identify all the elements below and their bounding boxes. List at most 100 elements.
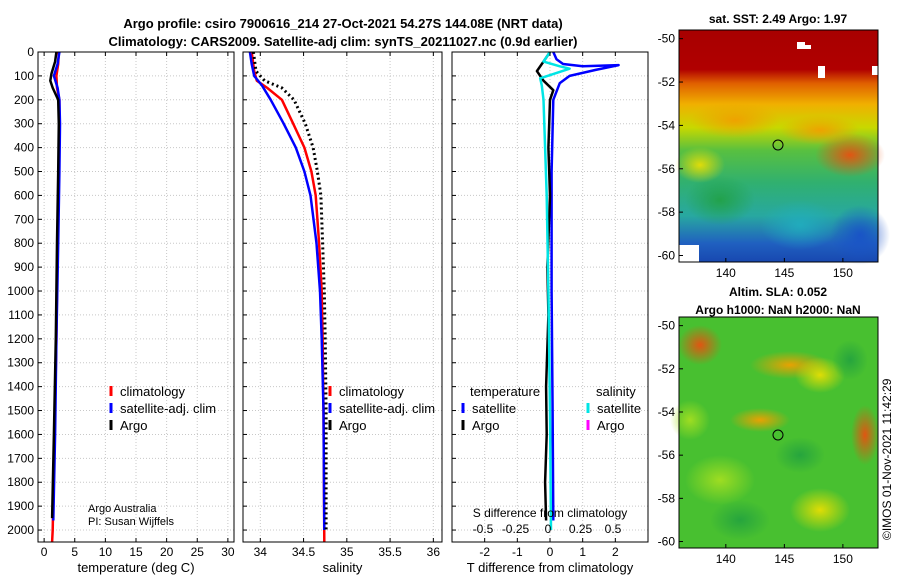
y-tick-label: 1700 — [7, 451, 34, 465]
x-tick-label: -1 — [512, 545, 523, 559]
sst-map-image — [675, 30, 890, 265]
plot-frame — [242, 51, 443, 543]
y-tick-label: 800 — [14, 236, 34, 250]
sla-map-axes: 140 145 150 -50 -52 -54 -56 -58 -60 — [658, 319, 854, 566]
legend-label: climatology — [339, 384, 405, 399]
legend-label: satellite — [597, 401, 641, 416]
credit-line2: PI: Susan Wijffels — [88, 516, 174, 528]
map-y-tick-label: -54 — [658, 405, 676, 419]
series-line-satellite — [538, 52, 571, 531]
map-x-tick-label: 150 — [833, 552, 853, 566]
legend-label: satellite-adj. clim — [120, 401, 216, 416]
y-tick-label: 300 — [14, 117, 34, 131]
watermark: ©IMOS 01-Nov-2021 11:42:29 — [880, 378, 894, 540]
x-axis-label: T difference from climatology — [467, 560, 634, 575]
x-tick-label: 34.5 — [292, 545, 316, 559]
s-diff-tick-label: -0.5 — [473, 522, 494, 536]
grid — [243, 51, 442, 542]
legend-label: satellite-adj. clim — [339, 401, 435, 416]
sla-map-panel: Altim. SLA: 0.052 Argo h1000: NaN h2000:… — [658, 285, 879, 566]
s-diff-tick-label: 0.25 — [569, 522, 593, 536]
x-tick-label: 35.5 — [378, 545, 402, 559]
series-line-argo — [49, 52, 61, 519]
series-line-satellite-adj-clim — [248, 52, 326, 531]
y-tick-label: 400 — [14, 141, 34, 155]
series-group — [49, 52, 62, 542]
x-tick-label: 0 — [547, 545, 554, 559]
figure-title-line2: Climatology: CARS2009. Satellite-adj cli… — [109, 34, 578, 49]
map-x-tick-label: 150 — [833, 266, 853, 280]
y-tick-label: 0 — [27, 45, 34, 59]
y-tick-label: 1100 — [8, 308, 34, 322]
map-y-tick-label: -58 — [658, 205, 676, 219]
grid — [38, 51, 234, 542]
y-tick-label: 100 — [14, 69, 34, 83]
s-diff-tick-label: 0.5 — [605, 522, 622, 536]
difference-panel: -2 -1 0 1 2T difference from climatology S di… — [451, 51, 649, 575]
legend-label: Argo — [597, 418, 624, 433]
map-y-tick-label: -50 — [658, 32, 676, 46]
legend-label: Argo — [472, 418, 499, 433]
temperature-panel: 0 5 10 15 20 25 300100200300400500600700800900… — [7, 45, 235, 575]
y-tick-label: 600 — [14, 188, 34, 202]
series-line-satellite — [550, 52, 620, 521]
sla-map-subtitle: Argo h1000: NaN h2000: NaN — [695, 303, 860, 317]
s-diff-tick-label: -0.25 — [502, 522, 530, 536]
y-tick-label: 1200 — [7, 332, 34, 346]
legend: satellite Argo — [586, 401, 641, 433]
x-tick-label: 35 — [340, 545, 354, 559]
map-y-tick-label: -50 — [658, 319, 676, 333]
y-tick-label: 1500 — [7, 404, 34, 418]
x-tick-label: 36 — [427, 545, 441, 559]
legend: climatology satellite-adj. clim Argo — [109, 384, 216, 433]
legend: climatology satellite-adj. clim Argo — [328, 384, 435, 433]
map-y-tick-label: -60 — [658, 535, 676, 549]
map-y-tick-label: -52 — [658, 362, 676, 376]
x-axis-label: temperature (deg C) — [77, 560, 194, 575]
legend-label: Argo — [339, 418, 366, 433]
sst-map-frame — [678, 29, 879, 263]
x-tick-label: 5 — [71, 545, 78, 559]
y-tick-label: 500 — [14, 165, 34, 179]
sla-argo-marker — [772, 429, 784, 441]
plot-frame — [37, 51, 235, 543]
y-tick-label: 1300 — [7, 356, 34, 370]
map-y-tick-label: -56 — [658, 162, 676, 176]
sst-map-axes: 140 145 150 -50 -52 -54 -56 -58 -60 — [658, 32, 854, 280]
y-tick-label: 900 — [14, 260, 34, 274]
map-x-tick-label: 140 — [716, 266, 736, 280]
sla-map-frame — [678, 316, 879, 549]
legend-header-temperature: temperature — [470, 384, 540, 399]
series-line-argo — [535, 52, 555, 521]
y-tick-label: 200 — [14, 93, 34, 107]
map-x-tick-label: 145 — [774, 266, 794, 280]
s-diff-axis-label: S difference from climatology — [473, 506, 628, 520]
series-group — [535, 52, 620, 531]
x-tick-label: -2 — [479, 545, 490, 559]
y-tick-label: 1000 — [7, 284, 34, 298]
map-x-tick-label: 145 — [774, 552, 794, 566]
map-y-tick-label: -60 — [658, 248, 676, 262]
legend-label: satellite — [472, 401, 516, 416]
map-y-tick-label: -58 — [658, 491, 676, 505]
map-y-tick-label: -54 — [658, 118, 676, 132]
s-diff-tick-label: 0 — [545, 522, 552, 536]
x-tick-label: 20 — [160, 545, 174, 559]
x-tick-label: 34 — [254, 545, 268, 559]
legend: satellite Argo — [461, 401, 516, 433]
sla-map-image — [670, 317, 879, 548]
map-y-tick-label: -56 — [658, 448, 676, 462]
sst-argo-marker — [772, 139, 784, 151]
legend-label: climatology — [120, 384, 186, 399]
series-line-climatology — [250, 52, 326, 542]
credit-line1: Argo Australia — [88, 503, 157, 515]
series-group — [248, 52, 328, 542]
legend-header-salinity: salinity — [596, 384, 636, 399]
y-tick-label: 1800 — [7, 475, 34, 489]
x-tick-label: 15 — [129, 545, 143, 559]
map-y-tick-label: -52 — [658, 75, 676, 89]
x-tick-label: 25 — [191, 545, 205, 559]
series-line-argo — [251, 52, 328, 530]
x-tick-label: 0 — [41, 545, 48, 559]
